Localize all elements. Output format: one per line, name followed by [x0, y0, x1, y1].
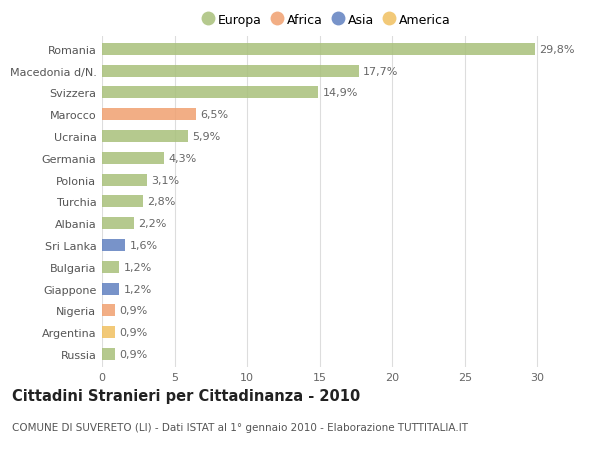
Text: 1,2%: 1,2%	[124, 284, 152, 294]
Text: 0,9%: 0,9%	[119, 327, 148, 337]
Bar	[102, 326, 115, 338]
Bar	[102, 66, 359, 78]
Text: 14,9%: 14,9%	[323, 88, 358, 98]
Bar	[102, 218, 134, 230]
Text: 17,7%: 17,7%	[363, 67, 398, 77]
Text: 1,6%: 1,6%	[130, 241, 158, 251]
Bar	[102, 131, 188, 143]
Text: 5,9%: 5,9%	[192, 132, 220, 142]
Legend: Europa, Africa, Asia, America: Europa, Africa, Asia, America	[199, 10, 455, 30]
Bar	[102, 348, 115, 360]
Text: Cittadini Stranieri per Cittadinanza - 2010: Cittadini Stranieri per Cittadinanza - 2…	[12, 388, 360, 403]
Text: 29,8%: 29,8%	[539, 45, 574, 55]
Bar	[102, 240, 125, 252]
Text: 2,2%: 2,2%	[138, 218, 167, 229]
Bar	[102, 261, 119, 273]
Bar	[102, 305, 115, 317]
Bar	[102, 87, 318, 99]
Text: 6,5%: 6,5%	[201, 110, 229, 120]
Bar	[102, 109, 196, 121]
Text: 0,9%: 0,9%	[119, 306, 148, 316]
Text: COMUNE DI SUVERETO (LI) - Dati ISTAT al 1° gennaio 2010 - Elaborazione TUTTITALI: COMUNE DI SUVERETO (LI) - Dati ISTAT al …	[12, 422, 468, 432]
Bar	[102, 283, 119, 295]
Bar	[102, 196, 143, 208]
Text: 4,3%: 4,3%	[169, 153, 197, 163]
Bar	[102, 152, 164, 164]
Text: 1,2%: 1,2%	[124, 262, 152, 272]
Text: 3,1%: 3,1%	[151, 175, 179, 185]
Text: 2,8%: 2,8%	[147, 197, 175, 207]
Bar	[102, 174, 147, 186]
Bar	[102, 44, 535, 56]
Text: 0,9%: 0,9%	[119, 349, 148, 359]
